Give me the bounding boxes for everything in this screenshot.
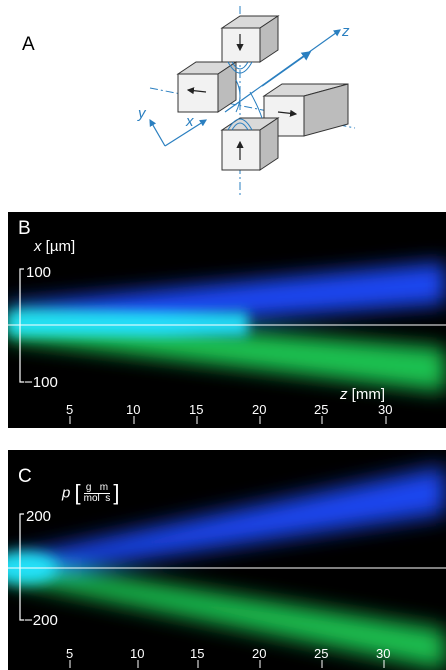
beam-arrow	[261, 51, 312, 87]
xlabel-unit-b: [mm]	[351, 386, 385, 403]
y-axis-label: y	[137, 105, 147, 122]
xtick-c-10: 10	[130, 646, 145, 661]
xlabel-b: z [mm]	[340, 386, 385, 403]
panel-letter-a: A	[22, 34, 35, 55]
field-lines	[227, 61, 263, 131]
xtick-b-10: 10	[126, 402, 141, 417]
xtick-c-25: 25	[314, 646, 329, 661]
ytick-top-c: 200	[26, 508, 52, 525]
x-axis-arrow	[164, 119, 208, 147]
panel-c-heatmap: C p [g m mol s] 200 −200 5 10 15 20 25 30	[8, 450, 446, 670]
xtick-c-20: 20	[252, 646, 267, 661]
ylabel-b: x [µm]	[34, 238, 75, 255]
xlabel-var-b: z	[340, 386, 348, 403]
panel-b-image	[8, 262, 446, 424]
cyan-core-b	[8, 312, 248, 336]
bottom-magnet-block	[220, 117, 280, 171]
xtick-b-5: 5	[66, 402, 74, 417]
ylabel-c: p [g m mol s]	[62, 480, 120, 505]
top-magnet-block	[220, 15, 280, 63]
unit-denominator-c: mol s	[83, 492, 111, 504]
unit-numerator-c: g m	[83, 481, 111, 494]
z-axis-label: z	[341, 23, 350, 40]
ytick-bottom-c: −200	[24, 612, 58, 629]
arrow-right	[277, 109, 298, 117]
ylabel-var-b: x	[34, 238, 42, 255]
xtick-b-30: 30	[378, 402, 393, 417]
xtick-b-25: 25	[314, 402, 329, 417]
xtick-b-20: 20	[252, 402, 267, 417]
xtick-c-30: 30	[376, 646, 391, 661]
ylabel-unit-b: [µm]	[45, 238, 76, 255]
deflector-diagram: z x y	[137, 6, 356, 198]
xtick-b-15: 15	[189, 402, 204, 417]
left-magnet-block	[176, 61, 238, 113]
xtick-c-5: 5	[66, 646, 74, 661]
panel-letter-c: C	[18, 466, 32, 487]
green-beam-c	[8, 560, 446, 670]
ytick-top-b: 100	[26, 264, 52, 281]
y-axis-arrow	[149, 118, 166, 147]
panel-c-image	[8, 466, 446, 670]
x-ticks-b	[69, 416, 387, 424]
y-axis-bracket-c	[19, 513, 24, 621]
x-axis-label: x	[185, 113, 194, 130]
ylabel-unit-fraction-c: g m mol s	[82, 481, 113, 504]
arrow-left	[186, 87, 207, 95]
ytick-bottom-b: −100	[24, 374, 58, 391]
ylabel-var-c: p	[62, 484, 71, 502]
y-axis-bracket-b	[19, 268, 24, 383]
panel-letter-b: B	[18, 218, 31, 239]
xtick-c-15: 15	[190, 646, 205, 661]
blue-beam-c	[8, 466, 446, 578]
panel-b-heatmap: B x [µm] 100 −100 z [mm] 5 10 15 20 25 3…	[8, 212, 446, 428]
x-ticks-c	[69, 660, 385, 668]
right-magnet-block	[262, 83, 349, 137]
